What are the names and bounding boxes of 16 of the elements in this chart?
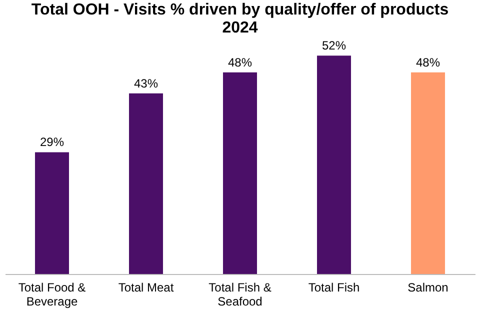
bar [411,72,445,274]
chart-title: Total OOH - Visits % driven by quality/offer of products 2024 [31,2,449,37]
bar [223,72,257,274]
x-tick-label: Salmon [408,280,448,294]
bar [35,152,69,274]
data-label: 48% [416,55,440,70]
data-label: 48% [228,55,252,70]
x-tick-label: Total Food & Beverage [18,280,86,308]
data-label: 29% [40,135,64,150]
bar [317,56,351,274]
data-label: 43% [134,76,158,90]
x-tick-label: Total Meat [118,280,174,294]
data-label: 52% [322,38,346,53]
x-tick-label: Total Fish & Seafood [208,280,272,308]
x-tick-label: Total Fish [308,280,360,294]
bar [129,93,163,274]
